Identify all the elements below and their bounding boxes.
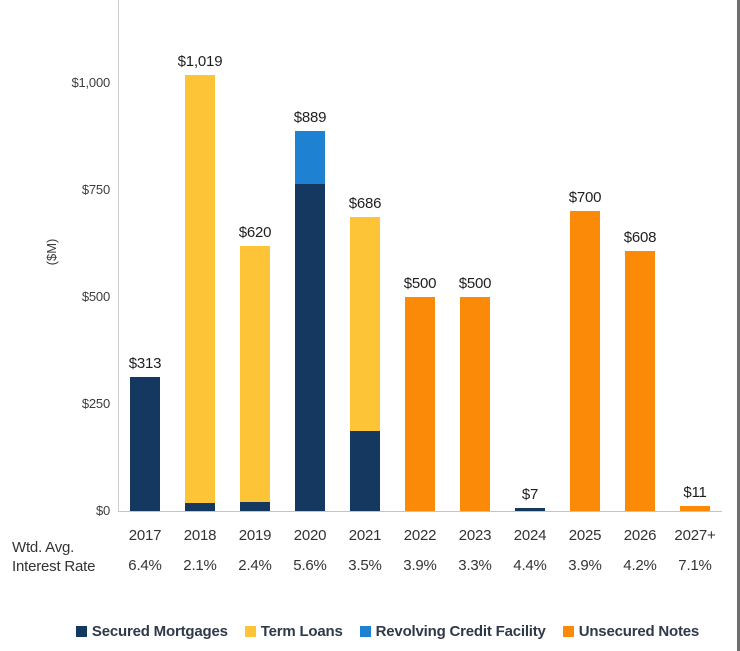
bar-value-label-2025: $700 <box>568 189 602 207</box>
legend-swatch-term-loans <box>244 626 256 637</box>
y-axis-line <box>118 0 119 511</box>
bar-value-label-2027: $11 <box>683 484 707 502</box>
bar-segment-secured-mortgages-2017 <box>130 377 160 511</box>
bar-value-label-2024: $7 <box>521 486 539 503</box>
bar-value-label-2017: $313 <box>128 355 162 373</box>
bar-segment-unsecured-notes-2023 <box>460 297 490 511</box>
x-tick-label-2021: 2021 <box>348 527 382 544</box>
interest-rate-value-2017: 6.4% <box>128 557 162 574</box>
bar-value-label-2019: $620 <box>238 223 272 241</box>
interest-rate-value-2025: 3.9% <box>568 557 602 574</box>
interest-rate-value-2027: 7.1% <box>678 557 712 574</box>
bar-segment-secured-mortgages-2018 <box>185 502 215 511</box>
legend-swatch-unsecured-notes <box>562 626 574 637</box>
x-tick-label-2023: 2023 <box>458 527 492 544</box>
bar-segment-secured-mortgages-2020 <box>295 183 325 511</box>
x-tick-label-2024: 2024 <box>513 527 547 544</box>
bar-segment-revolving-credit-facility-2020 <box>295 130 325 184</box>
secondary-row-label-line1: Wtd. Avg. <box>12 539 75 556</box>
y-tick-label-250: $250 <box>81 396 110 411</box>
x-tick-label-2025: 2025 <box>568 527 602 544</box>
legend-label-revolving-credit-facility: Revolving Credit Facility <box>375 623 546 640</box>
legend-label-unsecured-notes: Unsecured Notes <box>578 623 700 640</box>
bar-segment-unsecured-notes-2022 <box>405 297 435 511</box>
legend-item-term-loans: Term Loans <box>244 623 343 640</box>
interest-rate-value-2024: 4.4% <box>513 557 547 574</box>
legend-swatch-revolving-credit-facility <box>359 626 371 637</box>
bar-segment-unsecured-notes-2026 <box>625 250 655 511</box>
interest-rate-value-2019: 2.4% <box>238 557 272 574</box>
bar-value-label-2023: $500 <box>458 275 492 292</box>
bar-value-label-2021: $686 <box>348 195 382 213</box>
legend-item-revolving-credit-facility: Revolving Credit Facility <box>359 623 546 640</box>
interest-rate-value-2023: 3.3% <box>458 557 492 574</box>
legend-swatch-secured-mortgages <box>75 626 87 637</box>
interest-rate-value-2026: 4.2% <box>623 557 657 574</box>
bar-segment-term-loans-2021 <box>350 217 380 432</box>
y-tick-label-0: $0 <box>95 503 110 518</box>
interest-rate-value-2018: 2.1% <box>183 557 217 574</box>
bar-segment-unsecured-notes-2025 <box>570 211 600 511</box>
bar-segment-term-loans-2018 <box>185 74 215 503</box>
legend: Secured Mortgages Term Loans Revolving Cre… <box>50 623 725 640</box>
bar-segment-term-loans-2019 <box>240 245 270 503</box>
x-tick-label-2018: 2018 <box>183 527 217 544</box>
x-tick-label-2019: 2019 <box>238 527 272 544</box>
y-tick-label-500: $500 <box>81 289 110 304</box>
x-axis-line <box>118 511 722 512</box>
x-tick-label-2020: 2020 <box>293 527 327 544</box>
bar-value-label-2018: $1,019 <box>177 52 223 70</box>
bar-value-label-2026: $608 <box>623 228 657 246</box>
secondary-row-label-line2: Interest Rate <box>12 558 96 575</box>
y-tick-label-1-000: $1,000 <box>71 75 110 90</box>
y-axis-title: ($M) <box>44 238 59 266</box>
bar-segment-unsecured-notes-2027 <box>680 506 710 511</box>
legend-label-secured-mortgages: Secured Mortgages <box>91 623 228 640</box>
bar-segment-secured-mortgages-2021 <box>350 431 380 511</box>
bar-segment-secured-mortgages-2024 <box>515 508 545 511</box>
x-tick-label-2026: 2026 <box>623 527 657 544</box>
bar-value-label-2022: $500 <box>403 275 437 292</box>
interest-rate-value-2022: 3.9% <box>403 557 437 574</box>
legend-item-secured-mortgages: Secured Mortgages <box>75 623 228 640</box>
y-tick-label-750: $750 <box>81 182 110 197</box>
interest-rate-value-2021: 3.5% <box>348 557 382 574</box>
bar-segment-secured-mortgages-2019 <box>240 502 270 511</box>
legend-item-unsecured-notes: Unsecured Notes <box>562 623 700 640</box>
legend-label-term-loans: Term Loans <box>260 623 343 640</box>
bar-value-label-2020: $889 <box>293 108 327 126</box>
x-tick-label-2022: 2022 <box>403 527 437 544</box>
interest-rate-value-2020: 5.6% <box>293 557 327 574</box>
x-tick-label-2027: 2027+ <box>674 527 716 544</box>
x-tick-label-2017: 2017 <box>128 527 162 544</box>
secondary-row-label: Wtd. Avg. Interest Rate <box>12 538 95 576</box>
